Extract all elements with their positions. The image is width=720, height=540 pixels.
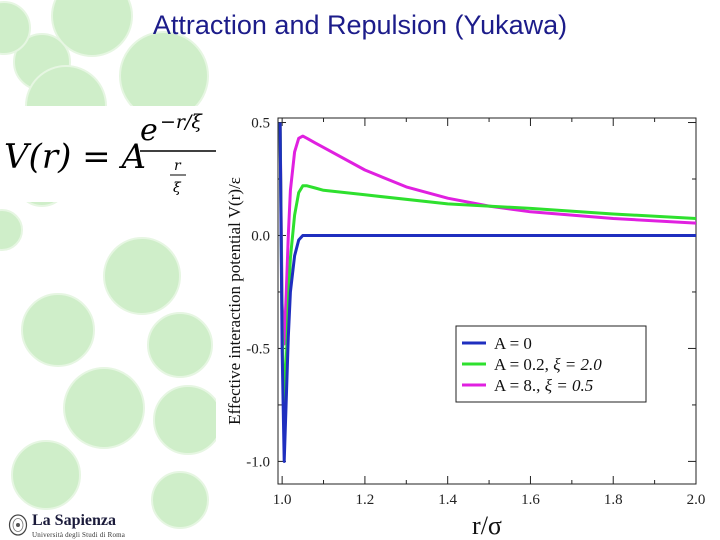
potential-chart: 1.0 1.2 1.4 1.6 1.8 2.0 -1.0 -0.5 0.0 0.5 r/σ Effec…: [225, 116, 706, 540]
legend-label-1: A = 0.2, ξ = 2.0: [494, 355, 602, 374]
x-tick-label: 1.6: [521, 492, 540, 508]
x-tick-label: 1.2: [356, 492, 375, 508]
decor-bubble: [147, 312, 213, 378]
logo-subtitle: Università degli Studi di Roma: [32, 531, 126, 539]
x-tick-label: 1.0: [273, 492, 292, 508]
y-tick-label: -1.0: [246, 454, 270, 470]
y-axis-label: Effective interaction potential V(r)/ε: [225, 177, 244, 425]
legend-label-2: A = 8., ξ = 0.5: [494, 376, 593, 395]
university-logo: La Sapienza Università degli Studi di Ro…: [6, 512, 166, 540]
series-line-2: [278, 122, 696, 346]
decor-bubble: [11, 440, 81, 510]
y-tick-label: 0.0: [251, 228, 270, 244]
university-seal-icon: [8, 514, 28, 536]
formula-panel: [0, 106, 222, 202]
decor-bubble: [63, 367, 145, 449]
series-line-0: [278, 122, 696, 463]
formula-lhs: V(r) = A: [4, 137, 146, 177]
x-axis-label: r/σ: [472, 511, 502, 540]
formula-denominator-bottom: ξ: [173, 180, 182, 196]
decor-bubble: [103, 237, 181, 315]
y-tick-label: -0.5: [246, 341, 270, 357]
decor-bubble: [0, 1, 31, 55]
slide-title: Attraction and Repulsion (Yukawa): [152, 10, 568, 40]
plot-panel: [216, 104, 720, 540]
formula-numerator-base: e: [140, 113, 158, 148]
decor-bubble: [153, 385, 223, 455]
legend: A = 0 A = 0.2, ξ = 2.0 A = 8., ξ = 0.5: [455, 325, 647, 403]
x-tick-label: 1.8: [604, 492, 623, 508]
formula-numerator-exponent: −r/ξ: [160, 111, 203, 133]
decor-bubble: [51, 0, 133, 57]
yukawa-formula: V(r) = A e −r/ξ r ξ: [4, 111, 219, 196]
formula-denominator-top: r: [174, 158, 182, 174]
x-tick-label: 2.0: [687, 492, 706, 508]
legend-box: [455, 325, 647, 403]
decor-bubble: [151, 471, 209, 529]
legend-label-0: A = 0: [494, 334, 532, 353]
decor-bubble: [21, 293, 95, 367]
logo-name: La Sapienza: [32, 512, 117, 529]
y-tick-label: 0.5: [251, 116, 270, 132]
x-tick-label: 1.4: [438, 492, 457, 508]
decor-bubble: [0, 209, 23, 251]
plot-frame: [277, 117, 697, 485]
